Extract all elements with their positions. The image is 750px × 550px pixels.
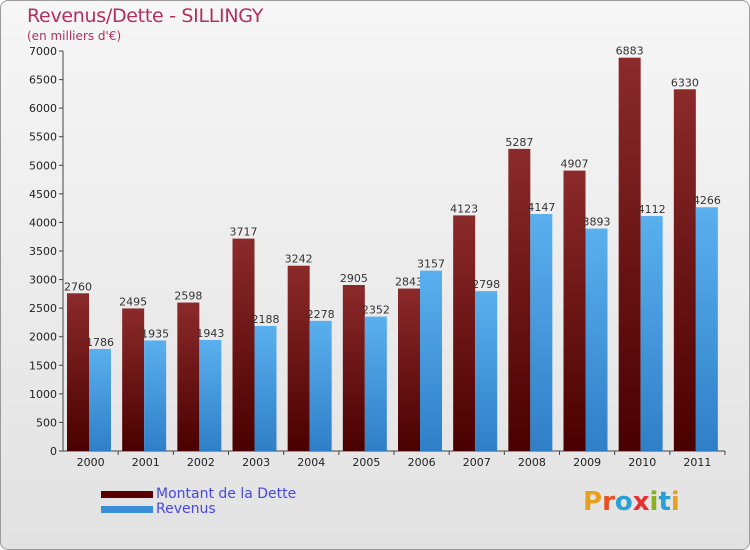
bar-revenus — [585, 228, 608, 451]
y-tick-label: 6000 — [29, 102, 57, 115]
bar-debt — [618, 57, 641, 451]
logo-letter: x — [632, 487, 650, 517]
y-tick-label: 5500 — [29, 131, 57, 144]
data-label-revenus: 1786 — [86, 336, 114, 349]
data-label-debt: 2905 — [340, 272, 368, 285]
logo-letter: i — [670, 487, 680, 517]
x-tick-label: 2000 — [77, 456, 105, 469]
bar-debt — [398, 288, 420, 451]
bar-debt — [122, 308, 145, 451]
y-tick-label: 3000 — [29, 274, 57, 287]
legend-swatch-revenus — [101, 505, 153, 513]
bar-revenus — [695, 207, 718, 451]
bar-revenus — [309, 320, 332, 451]
data-label-revenus: 2798 — [472, 278, 500, 291]
bar-revenus — [640, 216, 663, 451]
legend: Montant de la Dette Revenus — [101, 487, 296, 517]
data-label-debt: 6330 — [671, 76, 699, 89]
bar-revenus — [530, 214, 553, 451]
logo-letter: P — [583, 487, 603, 517]
data-label-debt: 6883 — [616, 45, 644, 58]
data-label-revenus: 1935 — [141, 327, 169, 340]
legend-label-debt: Montant de la Dette — [156, 486, 297, 502]
x-tick-label: 2003 — [242, 456, 270, 469]
logo-letter: r — [602, 487, 615, 517]
y-tick-label: 2500 — [29, 302, 57, 315]
bar-debt — [453, 215, 476, 451]
logo-letter: t — [658, 487, 671, 517]
data-label-revenus: 2188 — [252, 313, 280, 326]
legend-swatch-debt — [101, 490, 153, 498]
y-tick-label: 5000 — [29, 159, 57, 172]
logo-letter: i — [649, 487, 659, 517]
bar-debt — [563, 170, 586, 451]
x-tick-label: 2009 — [573, 456, 601, 469]
data-label-debt: 2598 — [174, 290, 202, 303]
data-label-revenus: 4147 — [527, 201, 555, 214]
y-tick-label: 1500 — [29, 359, 57, 372]
y-tick-label: 4000 — [29, 216, 57, 229]
y-tick-label: 0 — [50, 445, 57, 458]
legend-item-revenus: Revenus — [101, 502, 296, 517]
data-label-revenus: 2278 — [307, 308, 335, 321]
data-label-debt: 4907 — [561, 158, 589, 171]
legend-item-debt: Montant de la Dette — [101, 487, 296, 502]
bar-debt — [287, 265, 310, 451]
data-label-revenus: 3893 — [583, 216, 611, 229]
logo-letter: o — [614, 487, 633, 517]
data-label-revenus: 4266 — [693, 194, 721, 207]
bar-revenus — [420, 270, 442, 451]
bar-debt — [232, 238, 255, 451]
bar-debt — [342, 285, 365, 451]
x-tick-label: 2006 — [408, 456, 436, 469]
bar-revenus — [89, 348, 111, 451]
x-tick-label: 2002 — [187, 456, 215, 469]
data-label-debt: 3717 — [230, 226, 258, 239]
y-tick-label: 1000 — [29, 388, 57, 401]
data-label-debt: 5287 — [505, 136, 533, 149]
x-tick-label: 2011 — [683, 456, 711, 469]
y-tick-label: 500 — [36, 416, 57, 429]
x-tick-label: 2007 — [463, 456, 491, 469]
legend-label-revenus: Revenus — [156, 501, 216, 517]
bar-revenus — [364, 316, 387, 451]
chart-title: Revenus/Dette - SILLINGY — [27, 5, 264, 27]
data-label-revenus: 2352 — [362, 304, 390, 317]
data-label-revenus: 1943 — [196, 327, 224, 340]
bar-debt — [67, 293, 89, 451]
bar-debt — [177, 302, 200, 451]
data-label-revenus: 4112 — [638, 203, 666, 216]
x-tick-label: 2004 — [297, 456, 325, 469]
y-tick-label: 4500 — [29, 188, 57, 201]
data-label-debt: 2760 — [64, 280, 92, 293]
data-label-debt: 2843 — [395, 276, 423, 289]
data-label-debt: 4123 — [450, 202, 478, 215]
y-tick-label: 3500 — [29, 245, 57, 258]
bar-revenus — [254, 325, 277, 451]
y-tick-label: 2000 — [29, 331, 57, 344]
y-tick-label: 6500 — [29, 74, 57, 87]
bar-debt — [673, 89, 696, 452]
y-tick-label: 7000 — [29, 45, 57, 58]
x-tick-label: 2005 — [352, 456, 380, 469]
chart-subtitle: (en milliers d'€) — [27, 29, 122, 43]
bar-revenus — [475, 291, 498, 451]
proxiti-logo: Proxiti — [583, 487, 680, 517]
x-tick-label: 2001 — [132, 456, 160, 469]
bar-debt — [508, 148, 531, 451]
x-tick-label: 2008 — [518, 456, 546, 469]
x-tick-label: 2010 — [628, 456, 656, 469]
bar-revenus — [199, 339, 222, 451]
data-label-debt: 3242 — [285, 253, 313, 266]
data-label-debt: 2495 — [119, 295, 147, 308]
bar-revenus — [144, 340, 167, 451]
data-label-revenus: 3157 — [417, 258, 445, 271]
